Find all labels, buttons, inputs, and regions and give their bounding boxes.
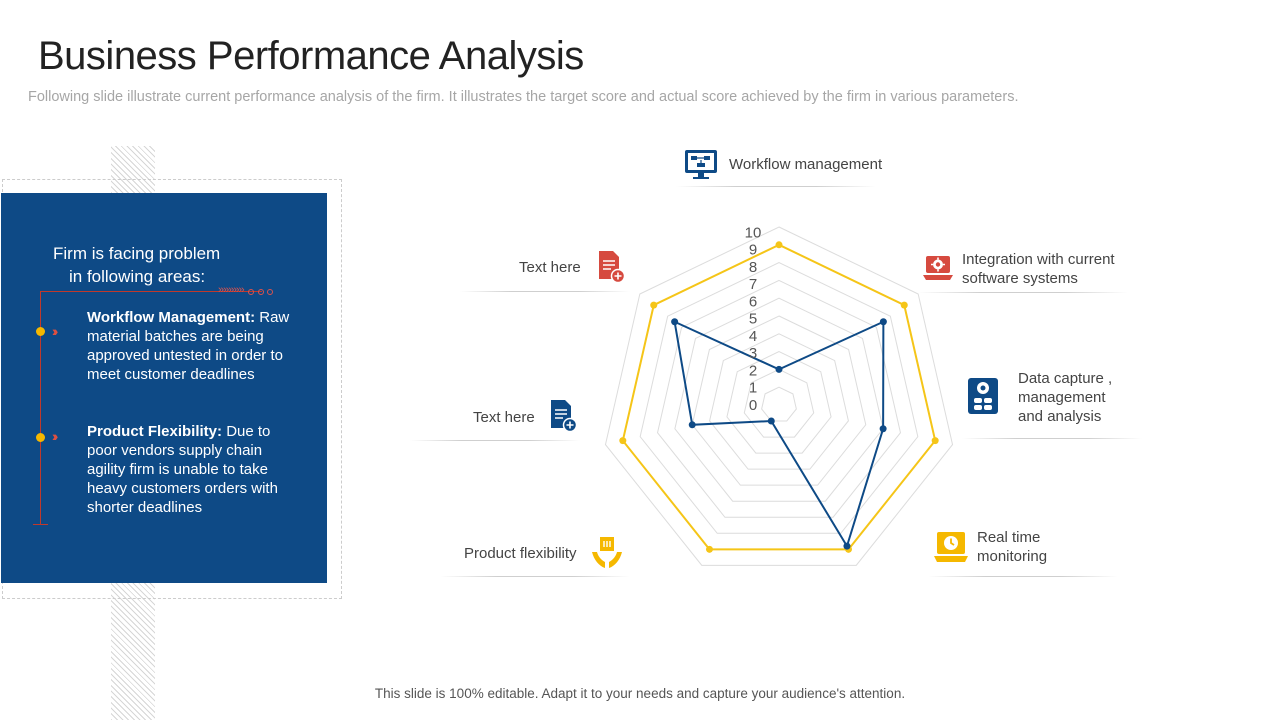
label-line: software systems [962, 270, 1078, 287]
radar-grid-ring [622, 244, 936, 550]
label-line: and analysis [1018, 408, 1102, 425]
panel-heading: Firm is facing problem in following area… [53, 242, 220, 288]
radar-series-line [621, 243, 937, 551]
radar-data-point [705, 545, 713, 553]
radar-tick-label: 0 [749, 397, 757, 414]
problem-item-title: Workflow Management: [87, 309, 256, 326]
radar-grid-ring [639, 262, 919, 534]
page-title: Business Performance Analysis [38, 34, 584, 78]
hands-box-icon [592, 537, 622, 568]
label-integration: Integration with current software system… [962, 250, 1115, 288]
label-underline [962, 438, 1142, 439]
radar-data-point [879, 318, 887, 326]
timeline-bottom-tick [33, 524, 48, 525]
document-add-icon [599, 251, 626, 284]
radar-data-point [900, 301, 908, 309]
hatch-top-decoration [111, 146, 155, 193]
label-data: Data capture , management and analysis [1018, 369, 1112, 426]
label-underline [440, 576, 630, 577]
panel-heading-line2: in following areas: [69, 267, 206, 286]
bullet-dot [36, 433, 45, 442]
radar-data-point [688, 421, 696, 429]
database-gear-icon [968, 378, 998, 414]
radar-grid-ring [761, 386, 797, 422]
radar-tick-label: 7 [749, 276, 757, 293]
radar-data-point [879, 425, 887, 433]
radar-grid-ring [726, 351, 832, 454]
label-line: Data capture , [1018, 370, 1113, 387]
chevron-decoration: »»»»» [218, 284, 245, 296]
label-line: monitoring [977, 548, 1048, 565]
label-line: management [1018, 389, 1106, 406]
radar-data-point [931, 437, 939, 445]
radar-data-point [843, 542, 851, 550]
radar-data-point [671, 318, 679, 326]
radar-tick-label: 10 [745, 224, 762, 241]
laptop-clock-icon [934, 532, 968, 562]
radar-tick-label: 1 [749, 380, 757, 397]
label-product: Product flexibility [464, 545, 577, 562]
label-underline [460, 291, 630, 292]
problem-item-text: Raw material batches are being approved … [87, 309, 290, 383]
label-underline [928, 576, 1118, 577]
label-text-here-2: Text here [473, 409, 535, 426]
radar-tick-label: 9 [749, 242, 757, 259]
footer-note: This slide is 100% editable. Adapt it to… [374, 686, 906, 701]
timeline-top-line [40, 291, 262, 292]
problem-item-product: Product Flexibility: Due to poor vendors… [87, 422, 297, 517]
radar-data-point [650, 301, 658, 309]
radar-grid-ring [691, 315, 867, 486]
panel-heading-line1: Firm is facing problem [53, 244, 221, 263]
radar-grid-ring [743, 368, 815, 438]
label-line: Integration with current [962, 251, 1115, 268]
radar-grid-ring [604, 226, 954, 566]
label-workflow: Workflow management [729, 156, 883, 173]
bullet-dot [36, 327, 45, 336]
radar-tick-label: 2 [749, 362, 757, 379]
radar-data-point [775, 241, 783, 249]
problem-item-workflow: Workflow Management: Raw material batche… [87, 308, 297, 384]
problem-item-title: Product Flexibility: [87, 423, 223, 440]
label-text-here-1: Text here [519, 259, 581, 276]
circle-decoration [258, 289, 264, 295]
radar-tick-label: 8 [749, 259, 757, 276]
document-add-icon [551, 400, 578, 433]
radar-series-line [673, 320, 885, 549]
monitor-flowchart-icon [685, 150, 717, 179]
label-line: Real time [977, 529, 1041, 546]
radar-grid-ring [674, 297, 884, 502]
page-subtitle: Following slide illustrate current perfo… [28, 89, 1019, 105]
laptop-gear-icon [923, 256, 953, 280]
radar-tick-label: 6 [749, 293, 757, 310]
label-realtime: Real time monitoring [977, 528, 1047, 566]
label-underline [676, 186, 876, 187]
problem-panel [1, 193, 327, 583]
circle-decoration [267, 289, 273, 295]
timeline-line [40, 291, 41, 525]
radar-tick-label: 4 [749, 328, 757, 345]
radar-data-point [767, 417, 775, 425]
problem-item-text: Due to poor vendors supply chain agility… [87, 423, 278, 516]
circle-decoration [248, 289, 254, 295]
radar-data-point [619, 437, 627, 445]
radar-tick-label: 3 [749, 345, 757, 362]
radar-data-point [775, 365, 783, 373]
radar-tick-label: 5 [749, 311, 757, 328]
radar-grid-ring [709, 333, 849, 470]
label-underline [410, 440, 580, 441]
label-underline [918, 292, 1128, 293]
hatch-bottom-decoration [111, 583, 155, 720]
